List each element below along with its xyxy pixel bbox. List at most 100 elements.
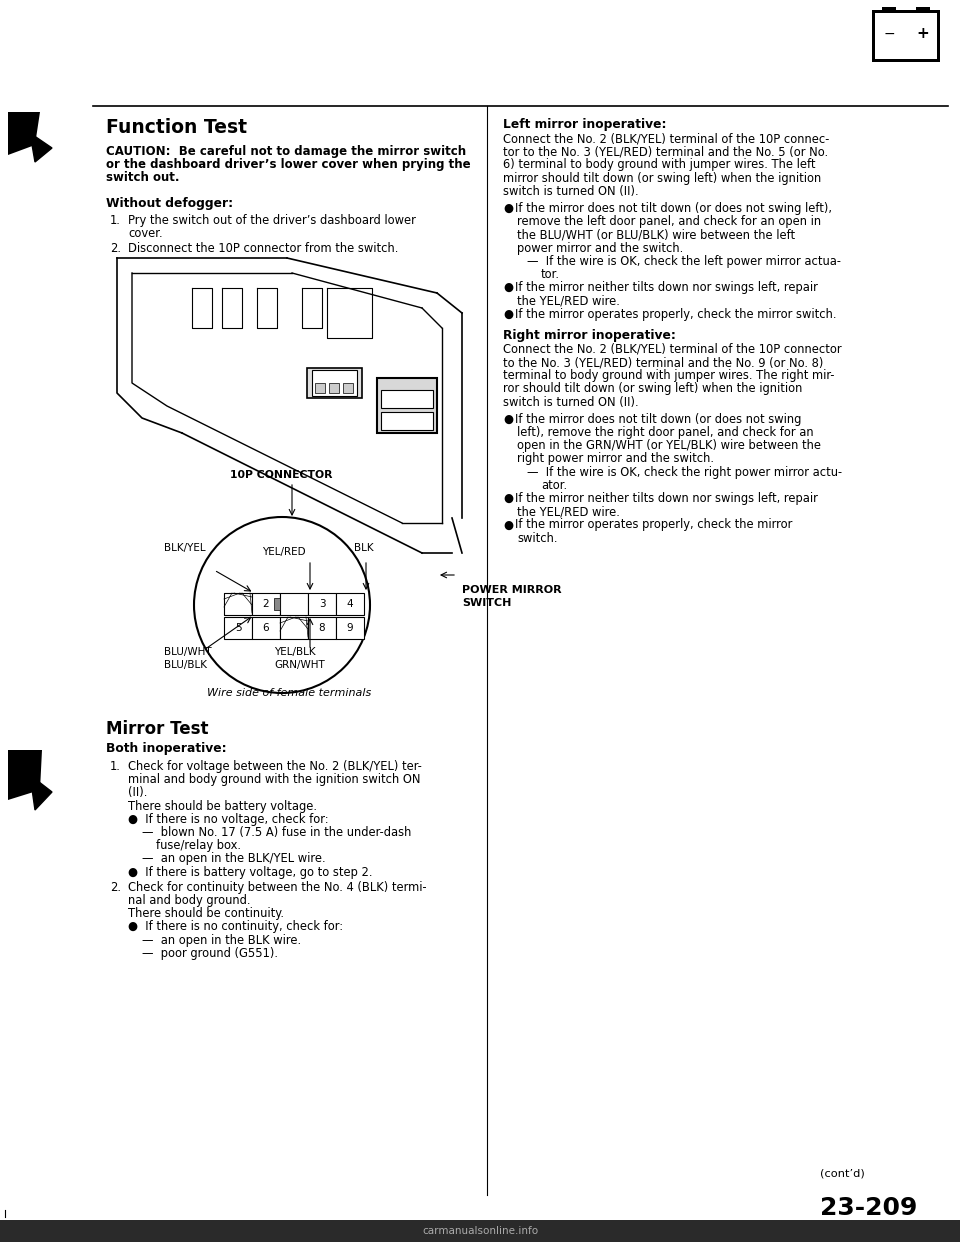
Bar: [336, 617, 364, 638]
Text: There should be battery voltage.: There should be battery voltage.: [128, 800, 317, 812]
Bar: [882, 7, 896, 12]
Text: ●: ●: [503, 412, 513, 426]
Bar: [916, 7, 930, 12]
Bar: [377, 378, 437, 433]
Text: right power mirror and the switch.: right power mirror and the switch.: [517, 452, 714, 466]
Text: Right mirror inoperative:: Right mirror inoperative:: [503, 329, 676, 342]
Text: nal and body ground.: nal and body ground.: [128, 894, 251, 907]
Bar: [252, 617, 280, 638]
Text: 1.: 1.: [110, 760, 121, 773]
Text: tor.: tor.: [541, 268, 560, 281]
Text: 10P CONNECTOR: 10P CONNECTOR: [230, 469, 332, 479]
Text: If the mirror operates properly, check the mirror: If the mirror operates properly, check t…: [515, 518, 792, 532]
Text: +: +: [917, 26, 929, 41]
Text: switch is turned ON (II).: switch is turned ON (II).: [503, 396, 638, 409]
Text: BLK: BLK: [354, 543, 373, 553]
Bar: [381, 412, 433, 430]
Text: If the mirror does not tilt down (or does not swing left),: If the mirror does not tilt down (or doe…: [515, 202, 832, 215]
Text: ●: ●: [503, 308, 513, 320]
Text: (cont’d): (cont’d): [820, 1167, 865, 1177]
Text: If the mirror neither tilts down nor swings left, repair: If the mirror neither tilts down nor swi…: [515, 281, 818, 294]
Text: 2.: 2.: [110, 881, 121, 894]
Text: BLU/WHT: BLU/WHT: [164, 647, 211, 657]
Text: mirror should tilt down (or swing left) when the ignition: mirror should tilt down (or swing left) …: [503, 171, 821, 185]
Text: BLU/BLK: BLU/BLK: [164, 661, 207, 671]
Text: the BLU/WHT (or BLU/BLK) wire between the left: the BLU/WHT (or BLU/BLK) wire between th…: [517, 229, 795, 241]
Text: ●  If there is battery voltage, go to step 2.: ● If there is battery voltage, go to ste…: [128, 866, 372, 878]
Text: Check for voltage between the No. 2 (BLK/YEL) ter-: Check for voltage between the No. 2 (BLK…: [128, 760, 421, 773]
Text: GRN/WHT: GRN/WHT: [274, 661, 324, 671]
Text: 2.: 2.: [110, 242, 121, 256]
Text: Both inoperative:: Both inoperative:: [106, 741, 227, 755]
Text: YEL/RED: YEL/RED: [262, 546, 305, 556]
Text: cover.: cover.: [128, 227, 162, 240]
Bar: [308, 617, 336, 638]
Text: 1.: 1.: [110, 214, 121, 227]
Text: BLK/YEL: BLK/YEL: [164, 543, 205, 553]
Text: YEL/BLK: YEL/BLK: [274, 647, 316, 657]
Text: Disconnect the 10P connector from the switch.: Disconnect the 10P connector from the sw…: [128, 242, 398, 256]
Text: ●: ●: [503, 202, 513, 215]
Bar: [307, 368, 362, 397]
Text: terminal to body ground with jumper wires. The right mir-: terminal to body ground with jumper wire…: [503, 369, 834, 383]
Bar: [872, 10, 940, 62]
Text: switch is turned ON (II).: switch is turned ON (II).: [503, 185, 638, 197]
Bar: [875, 12, 937, 60]
Bar: [224, 592, 252, 615]
Text: Wire side of female terminals: Wire side of female terminals: [207, 688, 372, 698]
Bar: [343, 383, 353, 392]
Polygon shape: [30, 775, 52, 810]
Text: open in the GRN/WHT (or YEL/BLK) wire between the: open in the GRN/WHT (or YEL/BLK) wire be…: [517, 440, 821, 452]
Polygon shape: [30, 133, 52, 161]
Bar: [280, 592, 308, 615]
Text: —  blown No. 17 (7.5 A) fuse in the under-dash: — blown No. 17 (7.5 A) fuse in the under…: [142, 826, 412, 840]
Text: ator.: ator.: [541, 479, 567, 492]
Text: SWITCH: SWITCH: [462, 599, 512, 609]
Text: the YEL/RED wire.: the YEL/RED wire.: [517, 505, 620, 518]
Text: switch out.: switch out.: [106, 171, 180, 184]
Text: (II).: (II).: [128, 786, 148, 800]
Text: 8: 8: [319, 623, 325, 633]
Bar: [252, 592, 280, 615]
Text: 6) terminal to body ground with jumper wires. The left: 6) terminal to body ground with jumper w…: [503, 159, 815, 171]
Text: 23-209: 23-209: [820, 1196, 918, 1220]
Text: If the mirror does not tilt down (or does not swing: If the mirror does not tilt down (or doe…: [515, 412, 802, 426]
Text: Function Test: Function Test: [106, 118, 247, 137]
Text: Connect the No. 2 (BLK/YEL) terminal of the 10P connec-: Connect the No. 2 (BLK/YEL) terminal of …: [503, 132, 829, 145]
Text: If the mirror neither tilts down nor swings left, repair: If the mirror neither tilts down nor swi…: [515, 492, 818, 505]
Text: Without defogger:: Without defogger:: [106, 197, 233, 210]
Bar: [381, 390, 433, 409]
Text: ●  If there is no continuity, check for:: ● If there is no continuity, check for:: [128, 920, 343, 934]
Text: If the mirror operates properly, check the mirror switch.: If the mirror operates properly, check t…: [515, 308, 836, 320]
Text: Mirror Test: Mirror Test: [106, 720, 208, 738]
Bar: [315, 383, 325, 392]
Text: remove the left door panel, and check for an open in: remove the left door panel, and check fo…: [517, 215, 821, 229]
Polygon shape: [8, 112, 40, 155]
Text: ●  If there is no voltage, check for:: ● If there is no voltage, check for:: [128, 812, 328, 826]
Bar: [0, 1220, 960, 1242]
Text: ror should tilt down (or swing left) when the ignition: ror should tilt down (or swing left) whe…: [503, 383, 803, 395]
Text: minal and body ground with the ignition switch ON: minal and body ground with the ignition …: [128, 774, 420, 786]
Text: —  If the wire is OK, check the right power mirror actu-: — If the wire is OK, check the right pow…: [527, 466, 842, 478]
Bar: [308, 592, 336, 615]
Text: ●: ●: [503, 281, 513, 294]
Text: Left mirror inoperative:: Left mirror inoperative:: [503, 118, 666, 130]
Text: There should be continuity.: There should be continuity.: [128, 907, 284, 920]
Bar: [329, 383, 339, 392]
Text: carmanualsonline.info: carmanualsonline.info: [422, 1226, 538, 1236]
Text: or the dashboard driver’s lower cover when prying the: or the dashboard driver’s lower cover wh…: [106, 158, 470, 171]
Circle shape: [194, 517, 370, 693]
Text: the YEL/RED wire.: the YEL/RED wire.: [517, 294, 620, 308]
Text: Check for continuity between the No. 4 (BLK) termi-: Check for continuity between the No. 4 (…: [128, 881, 426, 894]
Text: ●: ●: [503, 518, 513, 532]
Text: ●: ●: [503, 492, 513, 505]
Text: −: −: [883, 27, 895, 41]
Text: —  an open in the BLK/YEL wire.: — an open in the BLK/YEL wire.: [142, 852, 325, 866]
Text: —  an open in the BLK wire.: — an open in the BLK wire.: [142, 934, 301, 946]
Bar: [336, 592, 364, 615]
Text: 9: 9: [347, 623, 353, 633]
Text: 5: 5: [234, 623, 241, 633]
Bar: [224, 617, 252, 638]
Text: to the No. 3 (YEL/RED) terminal and the No. 9 (or No. 8): to the No. 3 (YEL/RED) terminal and the …: [503, 356, 824, 369]
Bar: [312, 370, 357, 396]
